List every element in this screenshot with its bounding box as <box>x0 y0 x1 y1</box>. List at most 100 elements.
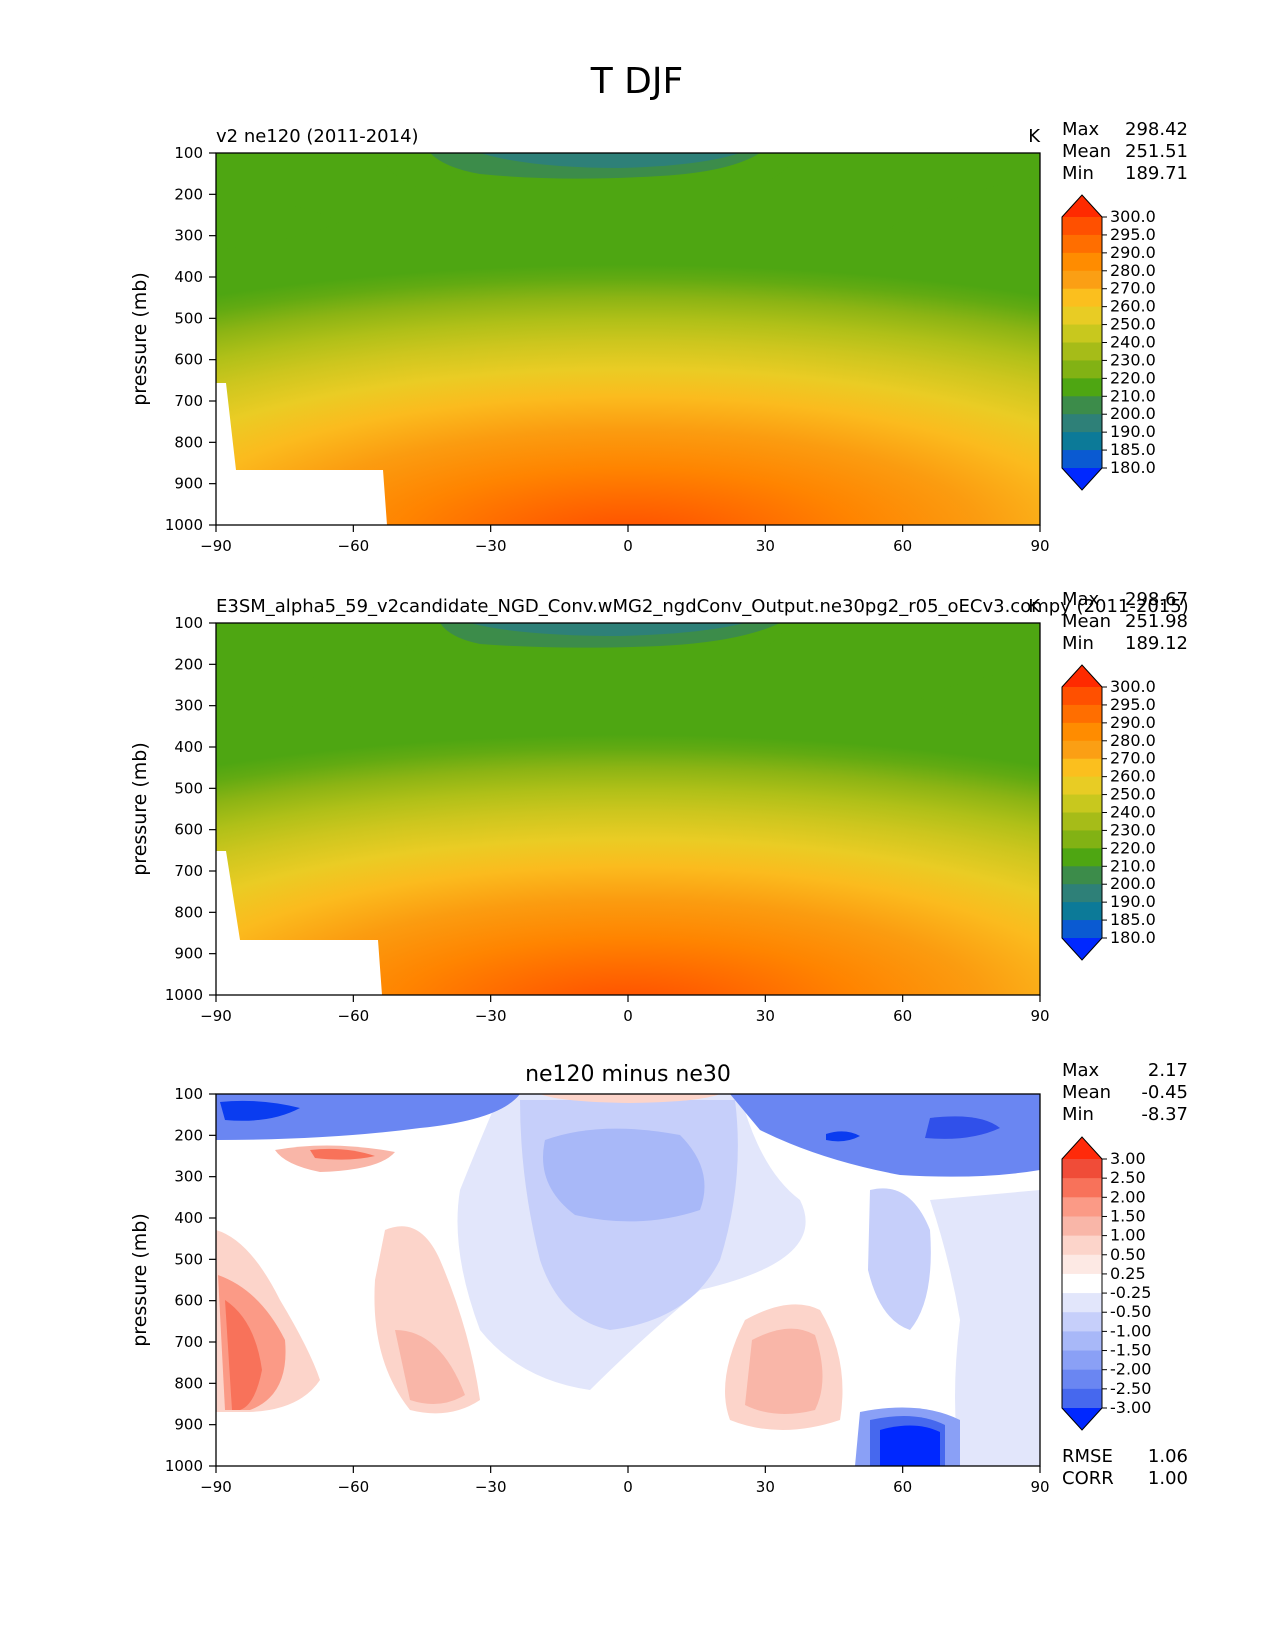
colorbar-label: 280.0 <box>1110 261 1156 280</box>
stat-label: Min <box>1062 633 1094 654</box>
x-tick-label: −30 <box>475 1478 507 1496</box>
x-tick-label: 30 <box>756 537 775 555</box>
x-tick-label: −30 <box>475 1007 507 1025</box>
panel-3-upper-band <box>216 1094 520 1140</box>
y-tick-label: 500 <box>174 309 203 327</box>
colorbar-bin <box>1062 1312 1102 1332</box>
colorbar-label: -1.00 <box>1110 1321 1151 1340</box>
colorbar-bin <box>1062 722 1102 742</box>
figure-title: T DJF <box>590 61 683 102</box>
x-tick-label: 90 <box>1030 537 1049 555</box>
colorbar-label: -2.00 <box>1110 1360 1151 1379</box>
y-tick-label: 500 <box>174 779 203 797</box>
panel-3-upper-core-nh <box>925 1116 1000 1139</box>
x-tick-label: −90 <box>200 537 232 555</box>
x-tick-label: −60 <box>338 1007 370 1025</box>
stat-label: Min <box>1062 1104 1094 1125</box>
y-tick-label: 700 <box>174 392 203 410</box>
panel-2-nh-cold <box>920 668 1040 730</box>
panel-3-upper-red-streak-2 <box>310 1148 375 1160</box>
colorbar-bin <box>1062 396 1102 415</box>
panel-3-footer-stats: RMSE 1.06 CORR 1.00 <box>1062 1446 1188 1489</box>
rmse-label: RMSE <box>1062 1446 1113 1467</box>
colorbar-label: 295.0 <box>1110 225 1156 244</box>
panel-1-ylabel: pressure (mb) <box>129 272 151 406</box>
colorbar-label: 2.50 <box>1110 1168 1146 1187</box>
panel-2-sh-cold <box>216 668 355 718</box>
colorbar-label: 270.0 <box>1110 279 1156 298</box>
x-tick-label: −90 <box>200 1007 232 1025</box>
colorbar-label: 290.0 <box>1110 713 1156 732</box>
colorbar-label: 210.0 <box>1110 856 1156 875</box>
colorbar-bin <box>1062 866 1102 885</box>
colorbar-bin <box>1062 776 1102 796</box>
colorbar-label: 180.0 <box>1110 928 1156 947</box>
colorbar-label: 185.0 <box>1110 910 1156 929</box>
colorbar-label: 240.0 <box>1110 333 1156 352</box>
colorbar-bin <box>1062 1273 1102 1294</box>
x-tick-label: 60 <box>893 1478 912 1496</box>
stat-value: 189.12 <box>1125 633 1188 654</box>
y-tick-label: 100 <box>174 1085 203 1103</box>
y-tick-label: 400 <box>174 738 203 756</box>
x-tick-label: 90 <box>1030 1007 1049 1025</box>
panel-3-midlat-positive-2 <box>395 1330 465 1404</box>
colorbar-extend-max <box>1062 195 1102 217</box>
stat-value: 298.42 <box>1125 119 1188 140</box>
panel-1-tropopause-min <box>480 153 740 168</box>
colorbar-label: 1.50 <box>1110 1206 1146 1225</box>
colorbar-label: 300.0 <box>1110 207 1156 226</box>
colorbar-label: 230.0 <box>1110 820 1156 839</box>
y-tick-label: 800 <box>174 433 203 451</box>
panel-2-field <box>216 623 1040 995</box>
colorbar-bin <box>1062 432 1102 451</box>
y-tick-label: 400 <box>174 1209 203 1227</box>
colorbar-bin <box>1062 306 1102 326</box>
y-tick-label: 200 <box>174 185 203 203</box>
colorbar-label: 1.00 <box>1110 1226 1146 1245</box>
panel-3-ylabel: pressure (mb) <box>129 1213 151 1347</box>
y-tick-label: 800 <box>174 1374 203 1392</box>
panel-1-field <box>216 153 1040 525</box>
x-tick-label: 60 <box>893 537 912 555</box>
colorbar-bin <box>1062 270 1102 290</box>
panel-2-tropopause-min <box>470 623 745 636</box>
x-tick-label: −60 <box>338 1478 370 1496</box>
colorbar-label: -1.50 <box>1110 1341 1151 1360</box>
colorbar-bin <box>1062 920 1102 939</box>
colorbar-extend-max <box>1062 665 1102 687</box>
colorbar-label: 220.0 <box>1110 838 1156 857</box>
colorbar-bin <box>1062 234 1102 254</box>
panel-3-upper-positive <box>540 1094 720 1103</box>
stat-value: 189.71 <box>1125 163 1188 184</box>
colorbar-label: 260.0 <box>1110 767 1156 786</box>
colorbar-bin <box>1062 1178 1102 1198</box>
y-tick-label: 200 <box>174 1126 203 1144</box>
colorbar-label: -3.00 <box>1110 1398 1151 1417</box>
stat-label: Mean <box>1062 611 1111 632</box>
panel-3-upper-band-nh <box>730 1094 1040 1177</box>
colorbar-label: 260.0 <box>1110 297 1156 316</box>
y-tick-label: 200 <box>174 655 203 673</box>
panel-3-plot <box>216 1094 1040 1466</box>
colorbar-bin <box>1062 450 1102 469</box>
colorbar-bin <box>1062 414 1102 433</box>
colorbar-label: 270.0 <box>1110 749 1156 768</box>
y-tick-label: 700 <box>174 1333 203 1351</box>
colorbar-label: 290.0 <box>1110 243 1156 262</box>
colorbar-bin <box>1062 740 1102 760</box>
y-tick-label: 1000 <box>165 986 203 1004</box>
colorbar-bin <box>1062 902 1102 921</box>
x-tick-label: −90 <box>200 1478 232 1496</box>
x-tick-label: −30 <box>475 537 507 555</box>
y-tick-label: 1000 <box>165 1457 203 1475</box>
x-tick-label: 0 <box>623 537 633 555</box>
colorbar-bin <box>1062 288 1102 308</box>
stat-label: Max <box>1062 1060 1100 1081</box>
stat-value: -8.37 <box>1141 1104 1188 1125</box>
colorbar-bin <box>1062 794 1102 813</box>
panel-1: v2 ne120 (2011-2014) K 10020030040050060… <box>129 119 1188 555</box>
colorbar-bin <box>1062 1293 1102 1313</box>
panel-3-nh-negative <box>868 1188 931 1330</box>
